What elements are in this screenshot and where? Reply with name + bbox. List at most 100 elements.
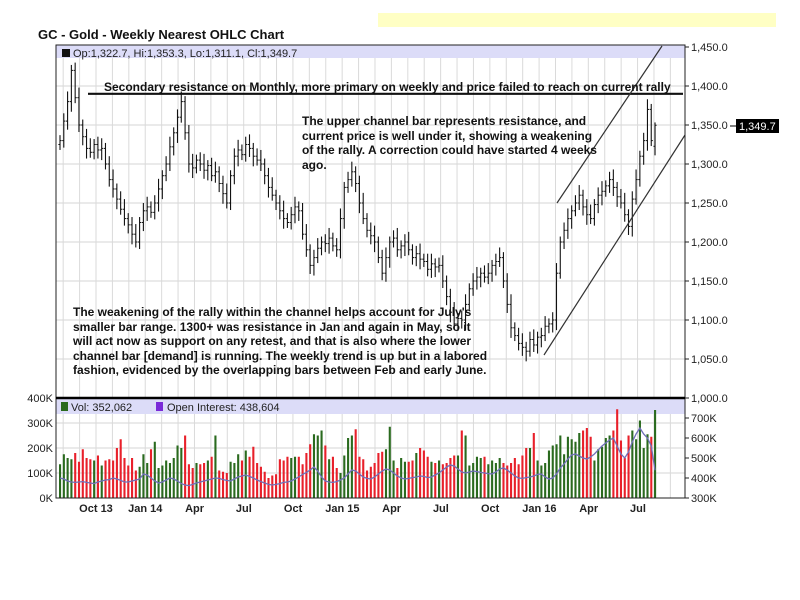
- ohlc-bar: [255, 148, 259, 166]
- volume-bar: [233, 463, 236, 498]
- volume-bar: [646, 434, 649, 498]
- ohlc-bar: [391, 230, 396, 248]
- volume-bar: [589, 436, 592, 498]
- ohlc-bar: [577, 185, 581, 211]
- volume-bar: [218, 470, 221, 498]
- ohlc-bar: [168, 136, 172, 172]
- time-tick-label: Jan 16: [522, 503, 556, 515]
- ohlc-bar: [183, 96, 187, 140]
- ohlc-bar: [543, 316, 547, 342]
- ohlc-bar: [604, 180, 608, 197]
- ohlc-bar: [429, 253, 434, 278]
- volume-bar: [388, 426, 391, 498]
- ohlc-bar: [293, 196, 297, 224]
- volume-bar: [343, 455, 346, 498]
- ohlc-bar: [134, 224, 138, 248]
- volume-bar: [627, 435, 630, 498]
- ohlc-bar: [414, 245, 418, 267]
- volume-tick-label: 200K: [27, 443, 53, 455]
- ohlc-bar: [388, 236, 392, 268]
- volume-legend-band: [56, 399, 685, 414]
- volume-bar: [142, 454, 145, 498]
- ohlc-bar: [475, 266, 479, 290]
- volume-bar: [267, 478, 270, 498]
- volume-bar: [411, 460, 414, 498]
- ohlc-bar: [107, 156, 111, 187]
- volume-bar: [350, 435, 353, 498]
- volume-bar: [460, 430, 463, 498]
- ohlc-bar: [119, 191, 123, 215]
- ohlc-bar: [418, 243, 422, 270]
- volume-bar: [221, 471, 225, 498]
- volume-bar: [282, 460, 285, 498]
- volume-bar: [547, 450, 551, 498]
- volume-bar: [93, 460, 96, 498]
- ohlc-bar: [403, 234, 407, 257]
- volume-legend-swatch: [61, 402, 68, 411]
- price-tick-label: 1,000.0: [691, 393, 728, 405]
- ohlc-bar: [251, 142, 255, 167]
- ohlc-bar: [452, 302, 456, 330]
- ohlc-bar: [384, 247, 388, 282]
- price-legend-band: [56, 45, 685, 58]
- volume-bar: [623, 458, 626, 498]
- ohlc-bar: [338, 208, 343, 259]
- ohlc-bar: [342, 181, 346, 229]
- ohlc-bar: [539, 327, 543, 348]
- time-tick-label: Jul: [433, 503, 449, 515]
- ohlc-bar: [513, 322, 517, 342]
- ohlc-bar: [130, 217, 134, 245]
- volume-bars: [59, 409, 657, 498]
- volume-bar: [582, 430, 585, 498]
- volume-bar: [373, 463, 376, 498]
- price-tick-label: 1,400.0: [691, 81, 728, 93]
- volume-bar: [320, 430, 323, 498]
- ohlc-bar: [361, 192, 365, 225]
- ohlc-bar: [528, 331, 532, 357]
- ohlc-bar: [456, 312, 460, 331]
- price-tick-label: 1,150.0: [691, 276, 728, 288]
- volume-bar: [301, 464, 304, 498]
- volume-legend: Vol: 352,062: [71, 402, 132, 414]
- plot-frame: [55, 44, 686, 499]
- ohlc-bar: [558, 236, 562, 279]
- ohlc-bar: [327, 227, 331, 254]
- volume-bar: [456, 455, 460, 498]
- volume-bar: [638, 420, 641, 498]
- ohlc-bar: [103, 142, 108, 170]
- ohlc-bar: [84, 128, 89, 159]
- volume-bar: [650, 436, 653, 498]
- volume-bar: [513, 458, 516, 498]
- price-tick-label: 1,250.0: [691, 198, 728, 210]
- time-tick-label: Apr: [382, 503, 402, 515]
- ohlc-bar: [145, 196, 149, 221]
- ohlc-bar: [369, 222, 373, 245]
- volume-bar: [305, 453, 308, 498]
- volume-bar: [479, 458, 482, 498]
- ohlc-bar: [115, 183, 119, 210]
- volume-bar: [642, 448, 645, 498]
- oi-tick-label: 300K: [691, 493, 717, 505]
- volume-bar: [563, 454, 566, 498]
- volume-bar: [180, 448, 183, 498]
- ohlc-bar: [645, 99, 650, 151]
- volume-bar: [540, 465, 543, 498]
- volume-bar: [244, 450, 247, 498]
- volume-bar: [517, 464, 520, 498]
- last-price-box: [736, 119, 779, 133]
- volume-bar: [328, 459, 331, 498]
- volume-bar: [464, 435, 467, 498]
- ohlc-bar: [566, 208, 570, 239]
- ohlc-bar: [498, 247, 502, 267]
- volume-bar: [271, 475, 274, 498]
- ohlc-bar: [354, 166, 358, 193]
- volume-bar: [248, 456, 251, 498]
- ohlc-bar: [335, 238, 339, 257]
- ohlc-bar: [175, 109, 180, 143]
- volume-bar: [168, 463, 172, 498]
- ohlc-bar: [81, 119, 85, 146]
- ohlc-bar: [149, 201, 153, 218]
- volume-bar: [134, 470, 137, 498]
- time-tick-label: Jul: [630, 503, 646, 515]
- ohlc-bar: [501, 252, 506, 289]
